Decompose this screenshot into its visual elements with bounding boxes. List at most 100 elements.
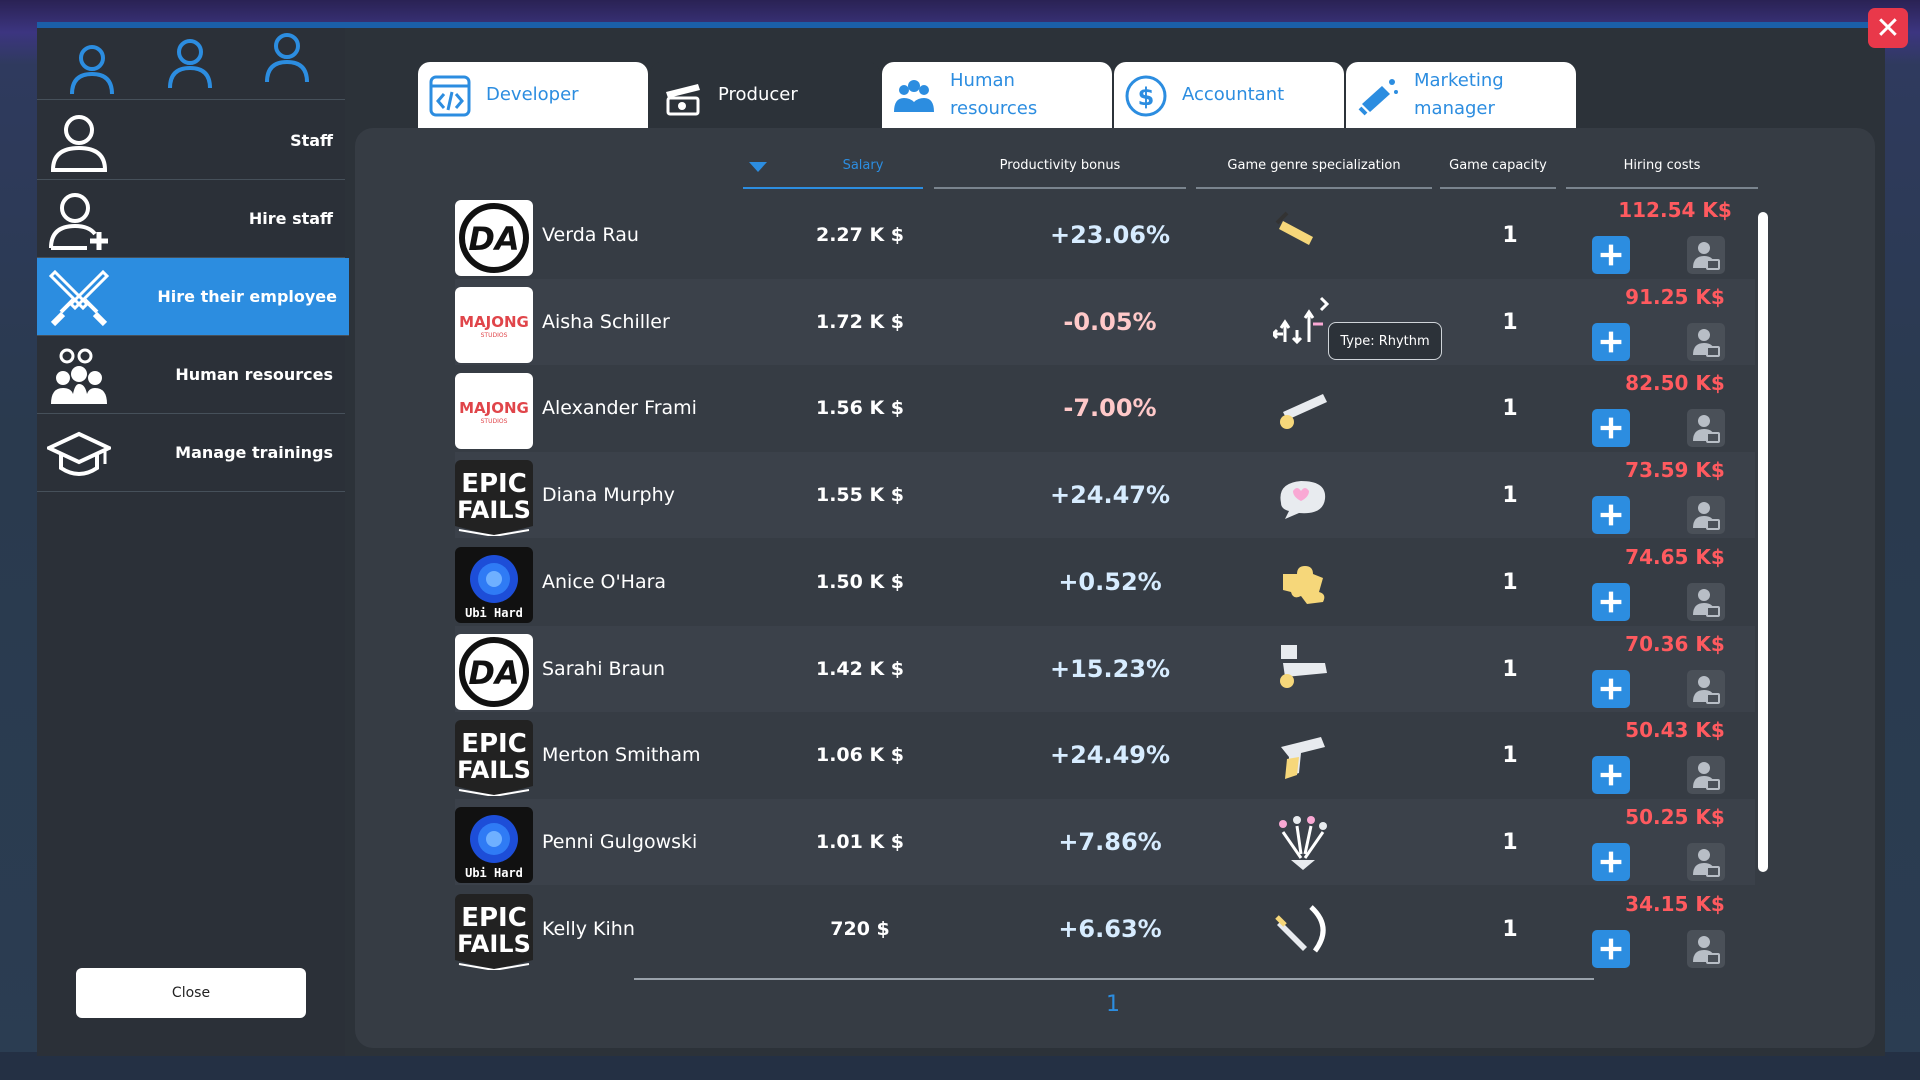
hire-plus-button[interactable] [1592,843,1630,881]
tab-marketing-manager[interactable]: Marketing manager [1346,62,1576,128]
hire-plus-button[interactable] [1592,583,1630,621]
employee-salary: 1.55 K $ [815,484,905,506]
hire-plus-button[interactable] [1592,756,1630,794]
tab-label: Human resources [950,70,1038,119]
table-row[interactable]: EPIC FAILS Diana Murphy 1.55 K $ +24.47% 1 73.… [455,452,1755,538]
game-capacity: 1 [1502,482,1518,508]
close-button[interactable]: Close [76,968,306,1018]
table-row[interactable]: EPIC FAILS Kelly Kihn 720 $ +6.63% 1 34.15 K$ [455,886,1755,972]
hire-plus-button[interactable] [1592,323,1630,361]
genre-specialization [1273,799,1339,885]
company-logo: EPIC FAILS [455,720,533,796]
hire-plus-button[interactable] [1592,930,1630,968]
da-logo: DA [455,200,533,276]
sidebar-item-human-resources[interactable]: Human resources [37,336,345,414]
close-dialog-button[interactable]: ✕ [1868,8,1908,48]
sidebar-item-hire-staff[interactable]: Hire staff [37,180,345,258]
column-header-hiring-costs[interactable]: Hiring costs [1566,155,1758,189]
svg-text:$: $ [1138,83,1155,111]
person-transfer-icon [1693,762,1720,790]
logo-text: MAJONG [459,313,529,331]
column-header-genre[interactable]: Game genre specialization [1196,155,1432,189]
tab-label: Developer [486,84,579,105]
column-label: Salary [842,158,884,173]
sword-slash-icon[interactable] [1273,901,1333,957]
column-header-salary[interactable]: Salary [743,155,923,189]
table-row[interactable]: MAJONG STUDIOS Aisha Schiller 1.72 K $ -0.05… [455,279,1755,365]
employee-profile-button[interactable] [1687,843,1725,881]
table-row[interactable]: EPIC FAILS Merton Smitham 1.06 K $ +24.49% 1 5… [455,712,1755,798]
hiring-cost: 50.25 K$ [1625,805,1725,829]
game-capacity: 1 [1502,569,1518,595]
hire-plus-button[interactable] [1592,496,1630,534]
sort-descending-icon[interactable] [749,162,767,172]
tab-developer[interactable]: Developer [418,62,648,128]
person-add-icon [49,193,108,250]
employee-profile-button[interactable] [1687,756,1725,794]
group-gears-icon [51,348,107,404]
dollar-icon: $ [1125,75,1167,117]
table-row[interactable]: MAJONG STUDIOS Alexander Frami 1.56 K $ -7.0… [455,365,1755,451]
tower-cannon-icon[interactable] [1273,641,1333,697]
rhythm-arrows-icon[interactable] [1273,294,1333,350]
employee-profile-button[interactable] [1687,670,1725,708]
game-status-bar [0,1052,1920,1080]
tab-producer[interactable]: Producer [650,62,880,128]
tab-accountant[interactable]: $ Accountant [1114,62,1344,128]
chat-heart-icon[interactable] [1273,467,1333,523]
tab-label: Producer [718,84,798,105]
logo-text: DA [468,654,519,692]
puzzle-icon[interactable] [1273,554,1333,610]
employee-profile-button[interactable] [1687,496,1725,534]
column-header-productivity[interactable]: Productivity bonus [934,155,1186,189]
sidebar-item-hire-their-employee[interactable]: Hire their employee [37,258,349,336]
column-header-capacity[interactable]: Game capacity [1440,155,1556,189]
productivity-bonus: +0.52% [1058,568,1162,596]
svg-text:EPIC: EPIC [461,903,527,933]
employee-profile-button[interactable] [1687,930,1725,968]
page-number[interactable]: 1 [1106,992,1120,1017]
sidebar-item-label: Hire their employee [157,287,337,306]
cannon-icon[interactable] [1273,380,1333,436]
employee-salary: 2.27 K $ [815,224,905,246]
employee-profile-button[interactable] [1687,409,1725,447]
game-capacity: 1 [1502,656,1518,682]
hire-plus-button[interactable] [1592,670,1630,708]
table-row[interactable]: Ubi Hard Anice O'Hara 1.50 K $ +0.52% 1 74.65… [455,539,1755,625]
person-transfer-icon [1693,242,1720,270]
hiring-cost: 70.36 K$ [1625,632,1725,656]
scrollbar[interactable] [1758,212,1768,872]
person-icon [168,39,212,89]
tab-human-resources[interactable]: Human resources [882,62,1112,128]
productivity-bonus: +24.47% [1049,481,1171,509]
employee-profile-button[interactable] [1687,583,1725,621]
hammer-icon[interactable] [1273,207,1333,263]
game-capacity: 1 [1502,395,1518,421]
hire-plus-button[interactable] [1592,409,1630,447]
sidebar-item-manage-trainings[interactable]: Manage trainings [37,414,345,492]
hiring-cost: 50.43 K$ [1625,718,1725,742]
productivity-bonus: +24.49% [1049,741,1171,769]
table-row[interactable]: Ubi Hard Penni Gulgowski 1.01 K $ +7.86% 1 50… [455,799,1755,885]
company-logo: DA [455,200,533,276]
hiring-cost: 82.50 K$ [1625,371,1725,395]
table-row[interactable]: DA Verda Rau 2.27 K $ +23.06% 1 112.54 K$ [455,192,1755,278]
employee-profile-button[interactable] [1687,236,1725,274]
svg-text:EPIC: EPIC [461,729,527,759]
table-row[interactable]: DA Sarahi Braun 1.42 K $ +15.23% 1 70.36 K$ [455,626,1755,712]
sidebar-item-staff[interactable]: Staff [37,102,345,180]
employee-name: Aisha Schiller [542,311,670,333]
crossed-swords-icon [48,269,110,327]
employee-profile-button[interactable] [1687,323,1725,361]
svg-text:EPIC: EPIC [461,469,527,499]
employee-name: Kelly Kihn [542,918,635,940]
fountain-icon[interactable] [1273,814,1333,870]
hire-plus-button[interactable] [1592,236,1630,274]
revolver-icon[interactable] [1273,727,1333,783]
logo-text: MAJONG [459,399,529,417]
logo-subtext: STUDIOS [481,418,508,425]
svg-text:FAILS: FAILS [457,930,531,958]
game-capacity: 1 [1502,309,1518,335]
